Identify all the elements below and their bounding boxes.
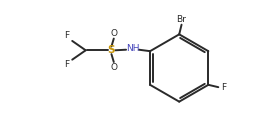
Text: Br: Br <box>177 15 186 24</box>
Text: S: S <box>108 45 115 55</box>
Text: F: F <box>65 60 70 69</box>
Text: O: O <box>110 63 117 72</box>
Text: O: O <box>110 29 117 38</box>
Text: F: F <box>221 83 226 92</box>
Text: F: F <box>65 31 70 40</box>
Text: NH: NH <box>126 44 139 53</box>
